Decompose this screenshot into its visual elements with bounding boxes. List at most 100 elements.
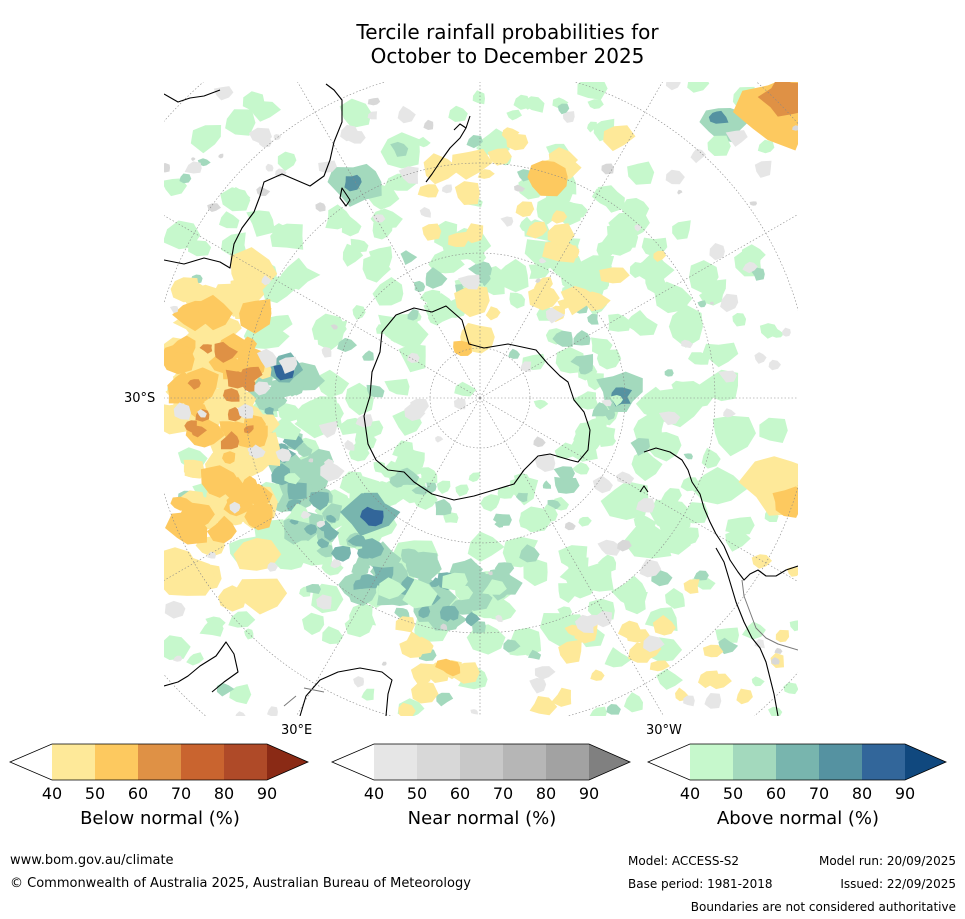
above-normal-area xyxy=(547,617,571,641)
below-normal-area xyxy=(526,221,548,239)
footer-url[interactable]: www.bom.gov.au/climate xyxy=(10,853,174,868)
colorbar-above-swatches xyxy=(646,743,947,781)
below-normal-area xyxy=(170,496,194,511)
below-normal-area xyxy=(164,555,217,596)
below-normal-area xyxy=(653,250,667,262)
near-normal-area xyxy=(534,453,556,472)
below-normal-area xyxy=(222,451,236,464)
above-normal-area xyxy=(654,281,693,314)
tick-below-50: 50 xyxy=(84,784,106,803)
above-normal-area xyxy=(558,545,588,569)
above-normal-area xyxy=(557,606,573,617)
footer-base-period: Base period: 1981-2018 xyxy=(628,877,773,891)
tick-above-90: 90 xyxy=(894,784,916,803)
colorbar-below-label: Below normal (%) xyxy=(80,808,240,829)
near-normal-area xyxy=(164,600,186,619)
near-normal-area xyxy=(324,458,334,469)
meridian-line xyxy=(297,82,481,399)
above-normal-area xyxy=(360,188,370,198)
below-normal-area xyxy=(757,82,798,117)
above-normal-area xyxy=(317,369,350,398)
near-normal-area xyxy=(265,163,274,172)
above-normal-area xyxy=(608,313,632,332)
above-normal-area xyxy=(589,706,607,716)
near-normal-area xyxy=(308,458,314,463)
near-normal-area xyxy=(782,327,791,337)
below-normal-area xyxy=(435,658,461,677)
near-normal-area xyxy=(725,130,748,147)
above-normal-area xyxy=(554,442,576,459)
below-normal-area xyxy=(736,688,753,705)
above-normal-area xyxy=(466,135,483,149)
below-normal-area xyxy=(590,669,605,681)
above-normal-area xyxy=(390,322,429,348)
below-normal-area xyxy=(649,660,670,672)
above-normal-area xyxy=(448,105,468,122)
near-normal-area xyxy=(248,127,272,143)
colorbar-near-label: Near normal (%) xyxy=(407,808,557,829)
lon-label-30w: 30°W xyxy=(646,723,682,738)
near-normal-area xyxy=(381,661,387,666)
below-normal-area xyxy=(233,538,282,571)
above-normal-area xyxy=(688,352,710,365)
meridian-line xyxy=(479,82,663,399)
swatch-below-6 xyxy=(267,744,308,780)
above-normal-area xyxy=(303,524,318,536)
above-normal-area xyxy=(275,419,298,436)
near-normal-area xyxy=(184,161,202,174)
near-normal-area xyxy=(213,86,234,101)
swatch-near-6 xyxy=(589,744,630,780)
above-normal-area xyxy=(623,692,643,713)
above-normal-area xyxy=(565,570,582,588)
near-normal-area xyxy=(398,166,419,184)
meridian-line xyxy=(479,397,798,582)
near-normal-area xyxy=(235,711,246,716)
above-normal-area xyxy=(671,380,688,393)
tasmania-coastline xyxy=(339,187,351,207)
above-normal-area xyxy=(282,519,311,541)
above-normal-area xyxy=(623,592,648,615)
below-normal-area xyxy=(786,567,798,577)
near-normal-area xyxy=(690,148,707,164)
above-normal-area xyxy=(246,210,275,237)
above-normal-area xyxy=(216,682,235,697)
above-normal-area xyxy=(179,173,192,184)
above-normal-area xyxy=(455,484,469,497)
above-normal-area xyxy=(362,350,374,361)
above-normal-area xyxy=(326,514,336,523)
tick-below-80: 80 xyxy=(213,784,235,803)
above-normal-area xyxy=(580,415,607,439)
near-normal-area xyxy=(771,657,780,665)
above-normal-area xyxy=(680,502,709,524)
colorbar-near-normal: 40 50 60 70 80 90 Near normal (%) xyxy=(330,743,632,844)
near-normal-area xyxy=(173,655,183,662)
above-normal-area xyxy=(606,223,639,248)
near-normal-area xyxy=(723,408,736,418)
near-normal-area xyxy=(191,157,196,161)
above-normal-area xyxy=(296,442,313,458)
near-normal-area xyxy=(340,124,359,142)
above-normal-area xyxy=(380,460,401,479)
near-normal-area xyxy=(774,647,783,654)
lat-label-30s: 30°S xyxy=(124,391,156,406)
above-normal-area xyxy=(331,545,351,562)
near-normal-area xyxy=(583,614,600,628)
below-normal-area xyxy=(515,201,535,217)
below-normal-area xyxy=(422,223,442,241)
near-normal-area xyxy=(677,189,683,195)
above-normal-area xyxy=(725,530,751,552)
near-normal-area xyxy=(564,521,576,531)
above-normal-area xyxy=(725,516,755,535)
above-normal-area xyxy=(455,585,474,601)
above-normal-area xyxy=(742,244,766,266)
near-normal-area xyxy=(257,348,277,368)
swatch-near-0 xyxy=(332,744,374,780)
footer-issued: Issued: 22/09/2025 xyxy=(840,877,956,891)
near-normal-area xyxy=(441,184,453,194)
above-normal-area xyxy=(591,337,613,356)
above-normal-area xyxy=(672,220,691,240)
above-normal-area xyxy=(164,635,191,660)
below-normal-area xyxy=(186,367,219,403)
above-normal-area xyxy=(264,314,293,338)
tick-near-90: 90 xyxy=(578,784,600,803)
